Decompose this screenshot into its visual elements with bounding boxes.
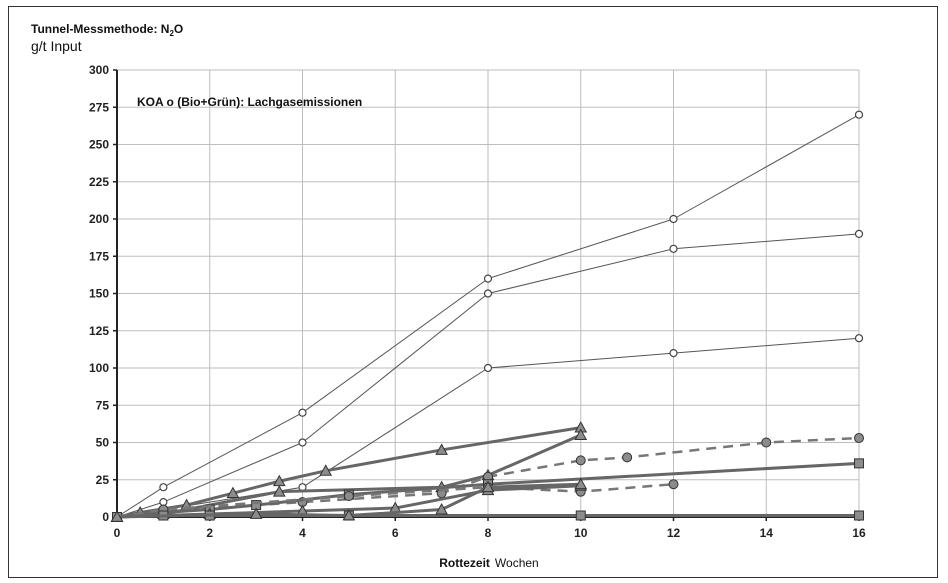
data-point bbox=[319, 464, 333, 476]
y-tick-label: 0 bbox=[102, 510, 109, 524]
data-point bbox=[575, 510, 586, 521]
data-point bbox=[435, 503, 448, 515]
x-tick-label: 14 bbox=[760, 526, 774, 540]
data-point bbox=[854, 229, 864, 238]
y-tick-label: 200 bbox=[89, 212, 109, 226]
data-point bbox=[343, 491, 354, 502]
x-tick-label: 16 bbox=[852, 526, 866, 540]
data-point bbox=[854, 510, 864, 521]
data-point bbox=[483, 363, 493, 373]
data-point bbox=[298, 438, 307, 447]
series-line bbox=[116, 482, 581, 519]
y-tick-labels: 0 25 50 75 100 125 150 175 200 225 250 275 300 bbox=[89, 63, 109, 524]
data-point bbox=[669, 349, 678, 358]
data-point bbox=[761, 437, 772, 448]
y-tick-label: 50 bbox=[96, 436, 110, 450]
data-point bbox=[342, 508, 356, 521]
x-tick-label: 10 bbox=[574, 526, 588, 540]
series-11 bbox=[110, 477, 588, 522]
data-point bbox=[226, 486, 240, 499]
x-tick-label: 8 bbox=[485, 526, 492, 540]
y-tick-label: 225 bbox=[89, 175, 109, 189]
x-tick-label: 2 bbox=[206, 526, 213, 540]
chart-annotation: KOA o (Bio+Grün): Lachgasemissionen bbox=[137, 95, 362, 109]
data-point bbox=[854, 334, 864, 343]
series-line bbox=[116, 114, 860, 518]
data-point bbox=[483, 274, 493, 283]
data-point bbox=[854, 433, 864, 444]
data-point bbox=[669, 214, 678, 224]
x-axis-label: Rottezeit Wochen bbox=[439, 556, 538, 570]
y-tick-label: 250 bbox=[89, 138, 109, 152]
chart-frame: 0 25 50 75 100 125 150 175 200 225 250 275 300 0 2 4 6 8… bbox=[8, 6, 938, 578]
series-group bbox=[110, 110, 864, 522]
x-tick-labels: 0 2 4 6 8 10 12 14 16 bbox=[114, 526, 866, 540]
series-line bbox=[116, 482, 674, 519]
y-axis-label: g/t Input bbox=[31, 38, 82, 54]
data-point bbox=[272, 485, 286, 497]
y-tick-label: 300 bbox=[89, 63, 109, 77]
data-point bbox=[575, 455, 586, 466]
data-point bbox=[669, 244, 678, 253]
y-tick-label: 100 bbox=[89, 361, 109, 375]
series-line bbox=[116, 233, 860, 518]
data-point bbox=[298, 408, 307, 417]
series-4 bbox=[110, 421, 588, 522]
x-tick-label: 6 bbox=[392, 526, 399, 540]
y-tick-label: 75 bbox=[96, 398, 110, 412]
y-tick-label: 275 bbox=[89, 100, 109, 114]
data-point bbox=[574, 428, 588, 440]
data-point bbox=[110, 510, 124, 522]
y-tick-label: 125 bbox=[89, 324, 109, 338]
chart-svg: 0 25 50 75 100 125 150 175 200 225 250 275 300 0 2 4 6 8… bbox=[31, 22, 866, 570]
data-point bbox=[481, 480, 495, 493]
data-point bbox=[435, 443, 448, 455]
data-point bbox=[854, 110, 864, 119]
data-point bbox=[854, 458, 864, 469]
data-point bbox=[483, 289, 493, 298]
y-tick-label: 150 bbox=[89, 287, 109, 301]
series-line bbox=[116, 426, 581, 519]
x-tick-label: 0 bbox=[114, 526, 121, 540]
chart-title: Tunnel-Messmethode: N2O bbox=[31, 22, 183, 38]
data-point bbox=[668, 479, 679, 490]
y-tick-label: 175 bbox=[89, 249, 109, 263]
data-point bbox=[249, 507, 263, 519]
x-tick-label: 12 bbox=[667, 526, 681, 540]
data-point bbox=[574, 477, 588, 490]
data-point bbox=[159, 483, 168, 492]
y-tick-label: 25 bbox=[96, 473, 110, 487]
x-tick-label: 4 bbox=[299, 526, 306, 540]
data-point bbox=[622, 452, 633, 463]
